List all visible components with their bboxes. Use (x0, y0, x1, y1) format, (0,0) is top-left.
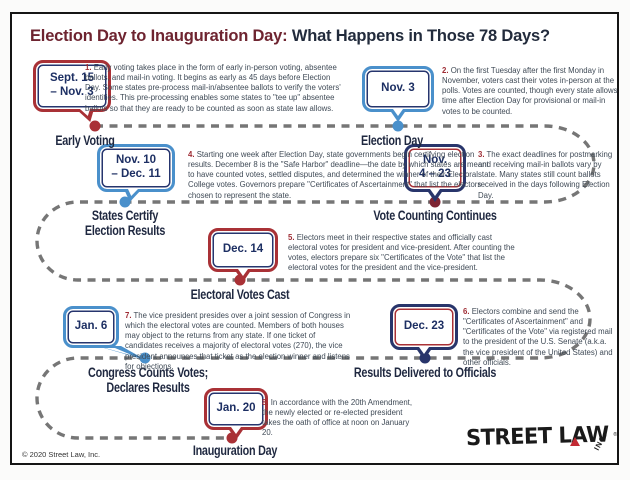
date-bubble-early-voting: Sept. 15 – Nov. 3 (33, 60, 111, 122)
bubble-pointer (234, 268, 252, 282)
page-border-frame (10, 12, 619, 465)
event-description-7: 7. The vice president presides over a jo… (125, 311, 353, 372)
date-bubble-election-day: Nov. 3 (362, 66, 434, 122)
event-number: 6. (463, 307, 470, 316)
date-bubble-states-certify: Nov. 10 – Dec. 11 (97, 144, 175, 202)
event-text: The exact deadlines for postmarking and … (478, 150, 613, 200)
event-text: Early voting takes place in the form of … (85, 63, 341, 113)
date-text: Dec. 23 (403, 320, 445, 333)
date-text: Sept. 15 – Nov. 3 (49, 72, 95, 98)
event-text: Electors meet in their respective states… (288, 233, 515, 273)
event-description-1: 1. Early voting takes place in the form … (85, 63, 347, 114)
date-text: Dec. 14 (222, 243, 264, 256)
registered-mark: ® (613, 432, 617, 438)
date-text: Jan. 6 (74, 320, 108, 333)
milestone-label-inauguration: Inauguration Day (192, 443, 278, 458)
event-number: 1. (85, 63, 92, 72)
event-number: 8. (262, 398, 269, 407)
event-number: 7. (125, 311, 132, 320)
bubble-pointer (426, 188, 444, 202)
title-rest: What Happens in Those 78 Days? (287, 27, 550, 45)
street-law-logo: STREET LAW INC. ® (465, 421, 617, 460)
bubble-pointer (415, 346, 433, 360)
title-lead: Election Day to Inauguration Day: (30, 27, 288, 45)
date-text: Nov. 4 – 23 (419, 154, 451, 180)
event-description-3: 3. The exact deadlines for postmarking a… (478, 150, 616, 201)
milestone-label-states-certify: States Certify Election Results (84, 208, 166, 238)
date-bubble-vote-counting: Nov. 4 – 23 (404, 144, 466, 202)
date-bubble-electoral-votes: Dec. 14 (208, 228, 278, 282)
timeline-dot-early-voting (89, 120, 101, 132)
scales-icon (570, 437, 580, 446)
event-description-2: 2. On the first Tuesday after the first … (442, 66, 618, 117)
event-text: On the first Tuesday after the first Mon… (442, 66, 618, 116)
event-text: The vice president presides over a joint… (125, 311, 351, 371)
timeline-dot-election-day (392, 120, 404, 132)
event-text: In accordance with the 20th Amendment, t… (262, 398, 412, 438)
date-bubble-inauguration: Jan. 20 (204, 388, 268, 440)
milestone-label-electoral-votes: Electoral Votes Cast (190, 287, 290, 302)
bubble-pointer (121, 188, 143, 202)
bubble-pointer (227, 426, 245, 440)
event-description-4: 4. Starting one week after Election Day,… (188, 150, 496, 201)
event-text: Electors combine and send the "Certifica… (463, 307, 613, 367)
bubble-pointer (389, 108, 407, 122)
logo-wordmark: STREET LAW (465, 421, 610, 451)
milestone-label-vote-counting: Vote Counting Continues (373, 208, 497, 223)
milestone-label-results-delivered: Results Delivered to Officials (353, 365, 497, 380)
jan6-bubble-pointer-inner (105, 348, 134, 356)
timeline-dot-congress-counts (139, 352, 151, 364)
date-bubble-congress-counts: Jan. 6 (63, 306, 119, 348)
event-number: 3. (478, 150, 485, 159)
event-number: 4. (188, 150, 195, 159)
milestone-label-election-day: Election Day (361, 133, 423, 148)
event-number: 5. (288, 233, 295, 242)
page-title: Election Day to Inauguration Day: What H… (30, 27, 550, 46)
jan6-bubble-pointer (97, 346, 146, 360)
event-number: 2. (442, 66, 449, 75)
copyright-notice: © 2020 Street Law, Inc. (22, 450, 101, 459)
timeline-dashed-path (35, 124, 596, 440)
milestone-label-congress-counts: Congress Counts Votes; Declares Results (88, 365, 208, 395)
date-bubble-results-delivered: Dec. 23 (390, 304, 458, 360)
date-text: Nov. 10 – Dec. 11 (111, 154, 161, 180)
event-description-8: 8. In accordance with the 20th Amendment… (262, 398, 420, 439)
event-text: Starting one week after Election Day, st… (188, 150, 489, 200)
event-description-6: 6. Electors combine and send the "Certif… (463, 307, 615, 368)
milestone-label-early-voting: Early Voting (55, 133, 115, 148)
date-text: Jan. 20 (216, 402, 256, 415)
event-description-5: 5. Electors meet in their respective sta… (288, 233, 516, 274)
date-text: Nov. 3 (381, 82, 415, 95)
